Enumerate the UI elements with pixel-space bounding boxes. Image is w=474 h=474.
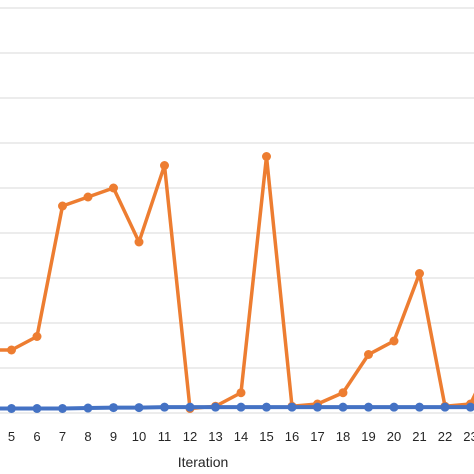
- x-tick-label: 9: [110, 429, 117, 444]
- data-point: [109, 183, 118, 193]
- x-tick-label: 23: [463, 429, 474, 444]
- x-tick-label: 13: [208, 429, 222, 444]
- data-point: [338, 402, 348, 412]
- data-point: [236, 402, 246, 412]
- x-tick-label: 6: [33, 429, 40, 444]
- data-point: [83, 403, 93, 413]
- data-point: [134, 403, 144, 413]
- x-tick-label: 14: [234, 429, 248, 444]
- x-tick-label: 11: [158, 429, 172, 444]
- x-tick-label: 10: [132, 429, 146, 444]
- series-0: [0, 152, 474, 413]
- data-point: [287, 402, 297, 412]
- series-group: [0, 152, 474, 413]
- data-point: [262, 152, 271, 161]
- x-tick-label: 16: [285, 429, 299, 444]
- data-point: [7, 345, 16, 355]
- data-point: [211, 402, 220, 412]
- data-point: [32, 404, 42, 413]
- data-point: [313, 402, 322, 412]
- data-point: [185, 402, 195, 412]
- data-point: [415, 402, 424, 412]
- data-point: [160, 161, 169, 170]
- series-1: [0, 402, 474, 413]
- data-point: [58, 404, 67, 413]
- data-point: [160, 402, 169, 412]
- data-point: [364, 350, 373, 359]
- x-tick-label: 15: [259, 429, 273, 444]
- x-tick-label: 7: [59, 429, 66, 444]
- data-point: [32, 332, 42, 341]
- series-line: [0, 154, 474, 411]
- x-tick-label: 5: [8, 429, 15, 444]
- data-point: [109, 403, 118, 413]
- data-point: [389, 402, 399, 412]
- data-point: [83, 192, 93, 202]
- data-point: [338, 388, 348, 398]
- x-axis-title: Iteration: [178, 454, 229, 470]
- data-point: [7, 404, 16, 413]
- x-tick-label: 19: [361, 429, 375, 444]
- x-tick-labels: 5 6 7 8 9 10 11 12 13 14 15 16 17 18 19 20 21 22 23: [8, 429, 474, 444]
- x-tick-label: 21: [412, 429, 426, 444]
- data-point: [466, 402, 474, 412]
- data-point: [58, 201, 67, 211]
- x-tick-label: 12: [183, 429, 197, 444]
- x-tick-label: 8: [84, 429, 91, 444]
- x-tick-label: 22: [438, 429, 452, 444]
- x-tick-label: 20: [387, 429, 401, 444]
- x-tick-label: 18: [336, 429, 350, 444]
- data-point: [415, 269, 424, 278]
- data-point: [364, 402, 373, 412]
- data-point: [134, 237, 144, 247]
- x-tick-label: 17: [310, 429, 324, 444]
- data-point: [440, 402, 450, 412]
- data-point: [262, 402, 271, 412]
- data-point: [389, 336, 399, 346]
- data-point: [236, 388, 246, 398]
- gridlines: [0, 7, 474, 414]
